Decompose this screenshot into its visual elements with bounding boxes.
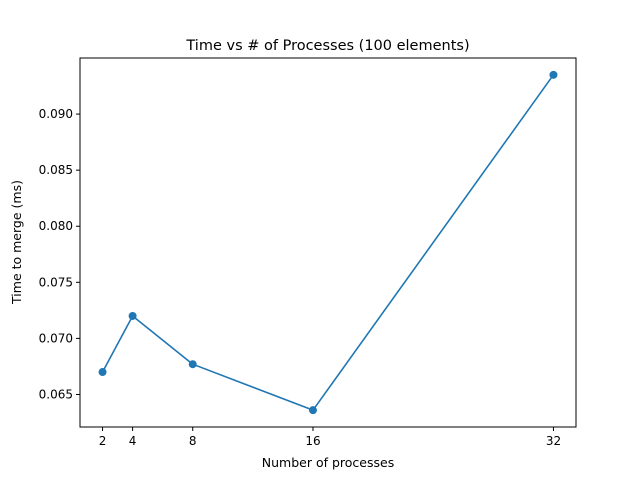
plot-area: 2 4 8 16 32 0.065 0.070 0.075 0.080 0.085 0.090	[39, 57, 577, 448]
y-tick-label: 0.080	[39, 219, 73, 233]
data-point	[308, 406, 317, 415]
x-tick-label: 32	[546, 434, 561, 448]
x-axis-label: Number of processes	[262, 455, 394, 470]
x-axis-ticks: 2 4 8 16 32	[99, 427, 561, 448]
x-tick-label: 8	[189, 434, 197, 448]
y-axis-ticks: 0.065 0.070 0.075 0.080 0.085 0.090	[39, 107, 80, 401]
y-tick-label: 0.090	[39, 107, 73, 121]
data-point	[188, 360, 197, 369]
y-tick-label: 0.065	[39, 387, 73, 401]
y-axis-label: Time to merge (ms)	[9, 180, 24, 305]
y-tick-label: 0.075	[39, 275, 73, 289]
data-point	[128, 311, 137, 320]
y-tick-label: 0.085	[39, 163, 73, 177]
data-point	[549, 70, 558, 79]
data-point	[98, 368, 107, 377]
x-tick-label: 2	[99, 434, 107, 448]
x-tick-label: 4	[129, 434, 137, 448]
y-tick-label: 0.070	[39, 331, 73, 345]
data-series	[98, 70, 558, 415]
axes-frame	[79, 57, 577, 428]
x-tick-label: 16	[305, 434, 320, 448]
chart-title: Time vs # of Processes (100 elements)	[185, 38, 469, 54]
